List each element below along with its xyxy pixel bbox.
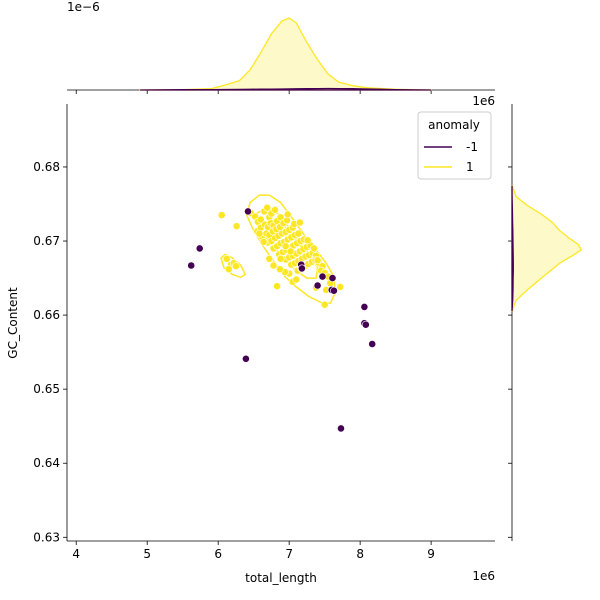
scatter-point-anomaly: [195, 244, 204, 253]
legend-label-neg1: -1: [466, 140, 478, 154]
scatter-point-normal: [303, 236, 312, 245]
scatter-point-normal: [275, 265, 284, 274]
scatter-point-anomaly: [361, 320, 370, 329]
scatter-point-anomaly: [187, 261, 196, 270]
legend: anomaly -1 1: [417, 111, 492, 180]
scatter-point-normal: [283, 210, 292, 219]
scatter-point-anomaly: [360, 302, 369, 311]
right-kde-normal: [511, 184, 582, 313]
y-tick-label: 0.67: [33, 234, 60, 248]
scatter-point-normal: [232, 222, 241, 231]
y-axis-label: GC_Content: [6, 287, 20, 359]
y-tick-label: 0.66: [33, 308, 60, 322]
scatter-point-normal: [231, 262, 240, 271]
scatter-point-normal: [222, 254, 231, 263]
top-marginal-offset-label: 1e−6: [67, 0, 100, 14]
legend-label-1: 1: [466, 160, 474, 174]
kde-contour-0: [245, 194, 337, 304]
scatter-point-normal: [255, 229, 264, 238]
legend-frame: [417, 111, 492, 180]
y-tick-label: 0.65: [33, 382, 60, 396]
scatter-point-anomaly: [318, 272, 327, 281]
scatter-point-normal: [276, 254, 285, 263]
x-tick-label: 4: [72, 547, 80, 561]
scatter-point-normal: [295, 218, 304, 227]
scatter-point-normal: [292, 275, 301, 284]
top-kde-anomaly: [140, 87, 432, 91]
right-marginal-plot: [508, 104, 582, 541]
scatter-point-anomaly: [297, 264, 306, 273]
scatter-point-normal: [313, 256, 322, 265]
scatter-point-normal: [263, 203, 272, 212]
x-tick-label: 9: [427, 547, 435, 561]
scatter-point-normal: [217, 211, 226, 219]
x-tick-label: 6: [214, 547, 222, 561]
scatter-point-anomaly: [313, 281, 322, 290]
x-tick-label: 5: [143, 547, 151, 561]
scatter-point-normal: [336, 282, 345, 291]
scatter-point-normal: [286, 247, 295, 256]
y-tick-label: 0.68: [33, 160, 60, 174]
scatter-point-normal: [310, 244, 318, 253]
scatter-point-anomaly: [329, 286, 338, 295]
right-marginal-offset-label: 1e6: [472, 94, 495, 108]
scatter-point-normal: [269, 261, 278, 270]
scatter-point-normal: [273, 282, 281, 291]
main-plot-area: 4 5 6 7 8 9 0.63 0.64 0.65 0.66 0.67 0.68: [33, 104, 495, 561]
scatter-point-anomaly: [244, 207, 252, 216]
scatter-point-normal: [265, 254, 274, 263]
y-tick-label: 0.63: [33, 530, 60, 544]
scatter-point-normal: [281, 242, 290, 251]
x-axis-offset-label: 1e6: [472, 569, 495, 583]
scatter-point-normal: [256, 215, 265, 224]
scatter-point-anomaly: [368, 340, 377, 348]
x-axis-label: total_length: [245, 571, 317, 585]
legend-title: anomaly: [428, 118, 480, 132]
scatter-point-anomaly: [241, 354, 250, 363]
x-tick-label: 7: [285, 547, 293, 561]
scatter-point-normal: [224, 265, 233, 274]
scatter-point-normal: [320, 300, 329, 309]
scatter-point-anomaly: [328, 274, 337, 282]
y-tick-label: 0.64: [33, 456, 60, 470]
x-tick-label: 8: [356, 547, 364, 561]
scatter-point-normal: [271, 205, 279, 214]
scatter-point-normal: [294, 229, 303, 238]
scatter-point-anomaly: [337, 424, 345, 433]
top-kde-normal: [139, 17, 432, 91]
right-kde-anomaly: [511, 185, 514, 312]
scatter-point-normal: [259, 237, 268, 246]
top-marginal-plot: [67, 17, 495, 94]
